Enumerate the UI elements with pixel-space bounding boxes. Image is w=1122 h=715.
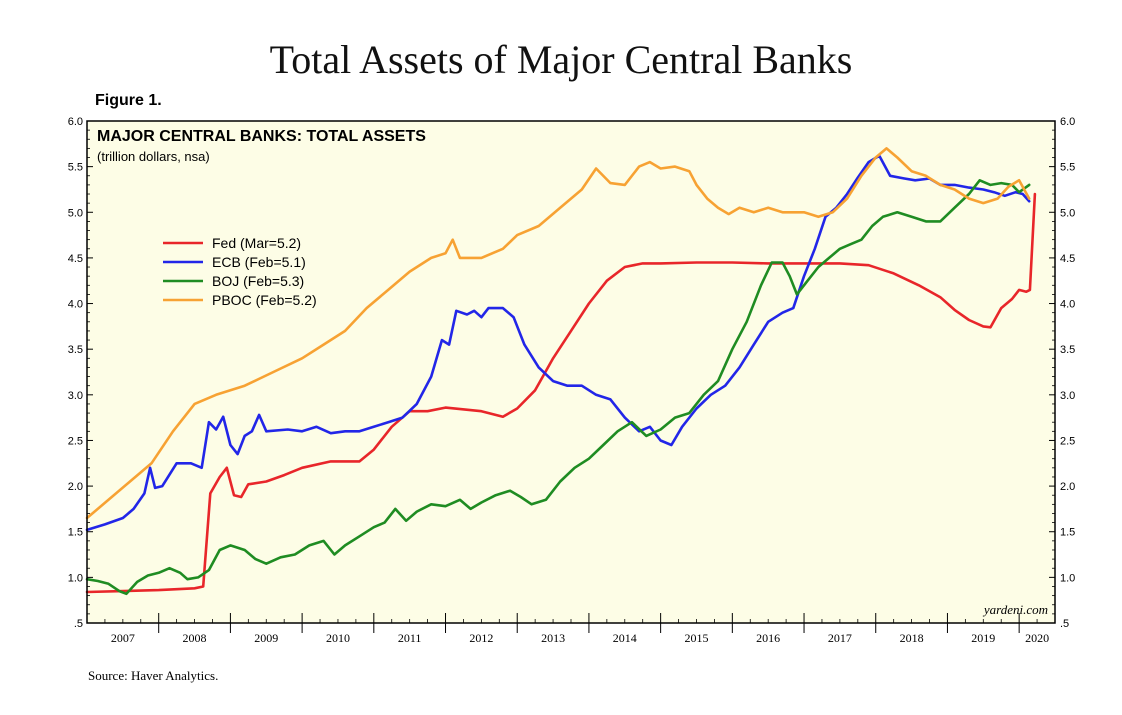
legend-label: PBOC (Feb=5.2)	[212, 292, 317, 308]
x-tick-label: 2007	[111, 631, 135, 645]
y-axis-left: .5 1.0 1.5 2.0 2.5 3.0 3.5 4.0 4.5 5.0 5.5 6.0	[68, 116, 93, 630]
x-tick-label: 2019	[971, 631, 995, 645]
x-tick-label: 2015	[684, 631, 708, 645]
legend: Fed (Mar=5.2) ECB (Feb=5.1) BOJ (Feb=5.3) P…	[163, 235, 317, 308]
y-tick-label-left: 3.0	[68, 390, 83, 402]
x-tick-label: 2014	[613, 631, 637, 645]
y-tick-label-right: 3.5	[1060, 344, 1075, 356]
x-axis: 2007 2008 2009 2010 2011 2012 2013 2014 2015 2016…	[104, 613, 1049, 645]
y-tick-label-right: .5	[1060, 618, 1069, 630]
y-tick-label-right: 2.0	[1060, 481, 1075, 493]
y-tick-label-right: 6.0	[1060, 116, 1075, 128]
y-axis-right: .5 1.0 1.5 2.0 2.5 3.0 3.5 4.0 4.5 5.0 5.5 6.0	[1049, 116, 1075, 630]
main-title: Total Assets of Major Central Banks	[269, 37, 853, 82]
plot-area	[87, 121, 1055, 623]
legend-label: ECB (Feb=5.1)	[212, 254, 306, 270]
y-tick-label-left: 3.5	[68, 344, 83, 356]
x-tick-label: 2020	[1025, 631, 1049, 645]
series-line-pboc	[85, 147, 1031, 520]
x-tick-label: 2011	[398, 631, 422, 645]
series-line-fed	[85, 192, 1037, 594]
x-tick-label: 2018	[900, 631, 924, 645]
source-note: Source: Haver Analytics.	[88, 668, 219, 683]
y-tick-label-left: 5.5	[68, 162, 83, 174]
y-tick-label-right: 1.5	[1060, 527, 1075, 539]
y-tick-label-left: 2.0	[68, 481, 83, 493]
x-tick-label: 2010	[326, 631, 350, 645]
x-tick-label: 2012	[469, 631, 493, 645]
y-tick-label-left: 2.5	[68, 435, 83, 447]
x-tick-label: 2017	[828, 631, 852, 645]
y-tick-label-right: 1.0	[1060, 572, 1075, 584]
series-layer	[85, 147, 1037, 596]
chart-subtitle: (trillion dollars, nsa)	[97, 149, 210, 164]
legend-label: BOJ (Feb=5.3)	[212, 273, 304, 289]
y-tick-label-left: 4.0	[68, 299, 83, 311]
y-tick-label-left: 5.0	[68, 207, 83, 219]
y-tick-label-left: 1.0	[68, 572, 83, 584]
y-tick-label-left: 6.0	[68, 116, 83, 128]
y-tick-label-right: 2.5	[1060, 435, 1075, 447]
x-tick-label: 2009	[254, 631, 278, 645]
series-line-boj	[85, 179, 1031, 596]
watermark: yardeni.com	[982, 602, 1048, 617]
x-tick-label: 2008	[183, 631, 207, 645]
y-tick-label-right: 3.0	[1060, 390, 1075, 402]
figure-label: Figure 1.	[95, 92, 162, 109]
y-tick-label-right: 5.5	[1060, 162, 1075, 174]
y-tick-label-left: 1.5	[68, 527, 83, 539]
y-tick-label-right: 5.0	[1060, 207, 1075, 219]
chart-title: MAJOR CENTRAL BANKS: TOTAL ASSETS	[97, 128, 426, 145]
x-tick-label: 2016	[756, 631, 780, 645]
y-tick-label-left: .5	[74, 618, 83, 630]
x-tick-label: 2013	[541, 631, 565, 645]
legend-label: Fed (Mar=5.2)	[212, 235, 301, 251]
y-tick-label-left: 4.5	[68, 253, 83, 265]
y-tick-label-right: 4.5	[1060, 253, 1075, 265]
y-tick-label-right: 4.0	[1060, 299, 1075, 311]
